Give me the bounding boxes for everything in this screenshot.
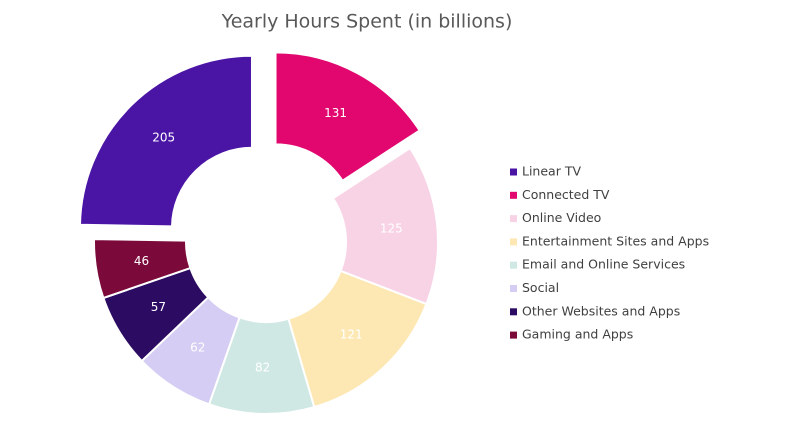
donut-slice [78,54,253,228]
legend-swatch [510,191,517,199]
legend-label: Online Video [522,210,601,225]
data-label: 205 [152,130,175,144]
legend-label: Connected TV [522,187,610,202]
legend-label: Gaming and Apps [522,327,633,342]
data-label: 131 [324,106,347,120]
data-label: 62 [190,340,205,354]
legend-label: Email and Online Services [522,257,685,272]
legend-label: Other Websites and Apps [522,303,680,318]
donut-slice [287,269,428,409]
legend-swatch [510,261,517,269]
legend-swatch [510,285,517,292]
legend-swatch [510,308,517,316]
chart-title: Yearly Hours Spent (in billions) [221,11,513,33]
donut-slice [274,51,421,183]
data-label: 46 [134,254,149,268]
legend-swatch [510,331,517,339]
legend-swatch [510,168,517,176]
legend-label: Social [522,280,559,295]
legend-swatch [510,238,517,246]
data-label: 57 [151,300,166,314]
donut-slice [93,238,192,300]
data-label: 121 [340,327,363,341]
data-label: 82 [255,360,270,374]
data-label: 125 [380,221,403,235]
legend-label: Entertainment Sites and Apps [522,233,709,248]
legend-swatch [510,215,517,223]
legend-label: Linear TV [522,164,581,179]
